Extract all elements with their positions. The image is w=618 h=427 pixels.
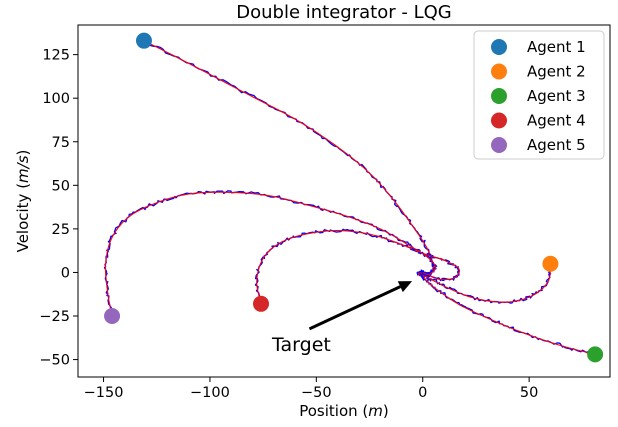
legend: Agent 1 Agent 2 Agent 3 Agent 4 Agent 5 <box>473 30 605 160</box>
x-axis-label: Position (m) <box>299 402 389 420</box>
chart-title: Double integrator - LQG <box>236 2 451 23</box>
agent-5-noisy-trajectory <box>103 190 438 317</box>
agent-3-noisy-trajectory <box>420 273 596 356</box>
legend-label: Agent 2 <box>527 63 586 81</box>
y-tick-label: −50 <box>39 353 70 369</box>
x-axis-ticks: −150 −100 −50 0 50 <box>84 377 538 401</box>
legend-marker <box>491 39 507 55</box>
legend-box <box>473 30 605 160</box>
y-axis-label-text: Velocity ( <box>14 183 32 252</box>
agent-4-start-marker <box>253 295 270 312</box>
target-arrow-shaft <box>308 285 401 331</box>
target-arrow-head <box>397 281 413 293</box>
legend-label: Agent 3 <box>527 87 586 105</box>
y-tick-label: 75 <box>52 135 70 151</box>
x-tick-label: 50 <box>520 385 538 401</box>
agent-2-estimated-trajectory <box>420 263 551 303</box>
agent-4-estimated-trajectory <box>256 230 461 304</box>
target-annotation-label: Target <box>271 334 331 356</box>
legend-label: Agent 4 <box>527 112 586 130</box>
agent-3-start-marker <box>587 346 604 363</box>
y-tick-label: 50 <box>52 178 70 194</box>
y-axis-label-var: m/s <box>14 155 32 183</box>
y-axis-label-close: ) <box>14 150 32 156</box>
y-tick-label: 25 <box>52 222 70 238</box>
agent-3-estimated-trajectory <box>422 273 596 355</box>
annotation-layer: Target <box>271 281 413 356</box>
agent-1-noisy-trajectory <box>143 39 435 279</box>
legend-label: Agent 5 <box>527 136 586 154</box>
y-axis-ticks: −50 −25 0 25 50 75 100 125 <box>39 48 78 369</box>
agent-1-start-marker <box>135 32 152 49</box>
y-tick-label: 125 <box>42 48 70 64</box>
x-tick-label: −150 <box>84 385 124 401</box>
plot-frame <box>77 24 611 378</box>
y-tick-label: −25 <box>39 309 70 325</box>
x-tick-label: −100 <box>190 385 230 401</box>
start-marker-layer <box>104 32 604 363</box>
y-axis-label: Velocity (m/s) <box>14 150 32 253</box>
x-axis-label-close: ) <box>383 402 389 420</box>
legend-marker <box>491 112 507 129</box>
x-tick-label: 0 <box>418 385 427 401</box>
agent-2-start-marker <box>542 255 559 272</box>
legend-marker <box>491 63 507 80</box>
x-axis-label-var: m <box>368 402 383 420</box>
legend-marker <box>491 137 507 153</box>
legend-label: Agent 1 <box>527 38 586 56</box>
legend-marker <box>491 88 507 104</box>
x-axis-label-text: Position ( <box>299 402 368 420</box>
y-tick-label: 0 <box>61 265 70 281</box>
agent-5-estimated-trajectory <box>104 191 437 317</box>
x-tick-label: −50 <box>301 385 332 401</box>
y-tick-label: 100 <box>42 91 70 107</box>
agent-5-start-marker <box>104 308 121 325</box>
agent-2-noisy-trajectory <box>419 262 553 304</box>
trajectory-layer <box>103 39 596 356</box>
